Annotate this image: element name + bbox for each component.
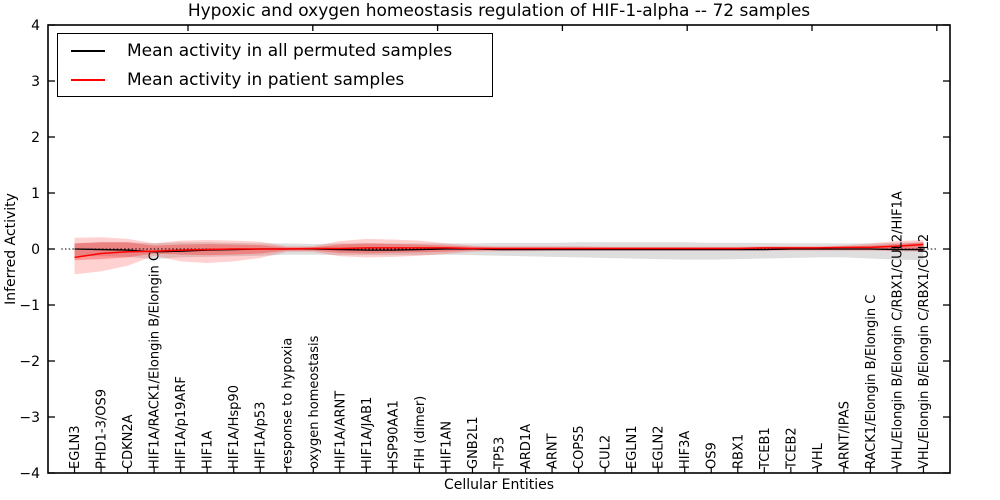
legend-entry-patient: Mean activity in patient samples xyxy=(58,69,492,91)
y-tick-label: −1 xyxy=(19,298,40,314)
x-tick-label: ARNT/IPAS xyxy=(837,401,852,469)
y-tick-label: −2 xyxy=(19,354,40,370)
x-tick-label: HIF1A/JAB1 xyxy=(360,397,375,469)
x-tick-label: HIF1AN xyxy=(439,421,454,469)
y-tick-label: 2 xyxy=(31,130,40,146)
band-patient-samples-range-outer xyxy=(74,237,924,275)
x-tick-label: HIF1A/p19ARF xyxy=(174,376,189,469)
x-tick-label: VHL/Elongin B/Elongin C/RBX1/CUL2 xyxy=(917,234,932,469)
x-tick-label: PHD1-3/OS9 xyxy=(95,389,110,469)
y-tick-label: 0 xyxy=(31,242,40,258)
y-tick-label: −4 xyxy=(19,466,40,482)
x-axis-label: Cellular Entities xyxy=(443,477,555,493)
y-axis-label: Inferred Activity xyxy=(3,193,19,305)
x-tick-label: TCEB1 xyxy=(758,427,773,470)
x-tick-label: TP53 xyxy=(493,437,508,470)
x-tick-label: oxygen homeostasis xyxy=(307,335,322,469)
y-tick-label: 1 xyxy=(31,186,40,202)
x-tick-label: HIF3A xyxy=(678,431,693,469)
x-tick-label: EGLN1 xyxy=(625,425,640,469)
x-tick-label: VHL xyxy=(811,442,826,469)
x-tick-label: OS9 xyxy=(705,442,720,469)
x-tick-label: TCEB2 xyxy=(784,427,799,470)
chart-title: Hypoxic and oxygen homeostasis regulatio… xyxy=(187,1,811,21)
x-tick-label: response to hypoxia xyxy=(280,338,295,469)
x-tick-label: CUL2 xyxy=(599,435,614,469)
band-patient-samples-range-inner xyxy=(74,242,924,261)
x-tick-label: HIF1A/Hsp90 xyxy=(227,385,242,469)
legend-label-permuted: Mean activity in all permuted samples xyxy=(127,40,453,61)
y-tick-label: 4 xyxy=(31,18,40,34)
x-tick-label: HIF1A/p53 xyxy=(254,402,269,469)
x-tick-label: ARNT xyxy=(546,433,561,469)
legend-label-patient: Mean activity in patient samples xyxy=(127,69,405,90)
permuted-line-swatch xyxy=(71,49,105,52)
patient-line-swatch xyxy=(71,78,105,81)
x-tick-label: HSP90AA1 xyxy=(386,400,401,469)
patient-mean-line xyxy=(74,243,924,259)
x-tick-label: ARD1A xyxy=(519,424,534,469)
legend-entry-permuted: Mean activity in all permuted samples xyxy=(58,40,492,62)
x-tick-label: HIF1A/ARNT xyxy=(333,391,348,469)
y-tick-label: 3 xyxy=(31,74,40,90)
y-tick-label: −3 xyxy=(19,410,40,426)
legend: Mean activity in all permuted samples Me… xyxy=(57,33,493,97)
x-tick-label: COPS5 xyxy=(572,425,587,469)
x-tick-label: RACK1/Elongin B/Elongin C xyxy=(864,295,879,469)
x-tick-label: HIF1A/RACK1/Elongin B/Elongin C xyxy=(148,252,163,469)
band-permuted-samples-range xyxy=(74,242,924,261)
x-tick-label: FIH (dimer) xyxy=(413,396,428,469)
x-tick-label: EGLN3 xyxy=(68,425,83,469)
x-tick-label: VHL/Elongin B/Elongin C/RBX1/CUL2/HIF1A xyxy=(890,191,905,469)
x-tick-label: CDKN2A xyxy=(121,414,136,469)
x-tick-label: HIF1A xyxy=(201,431,216,469)
x-tick-label: EGLN2 xyxy=(652,425,667,469)
x-tick-label: GNB2L1 xyxy=(466,416,481,469)
x-tick-label: RBX1 xyxy=(731,434,746,469)
